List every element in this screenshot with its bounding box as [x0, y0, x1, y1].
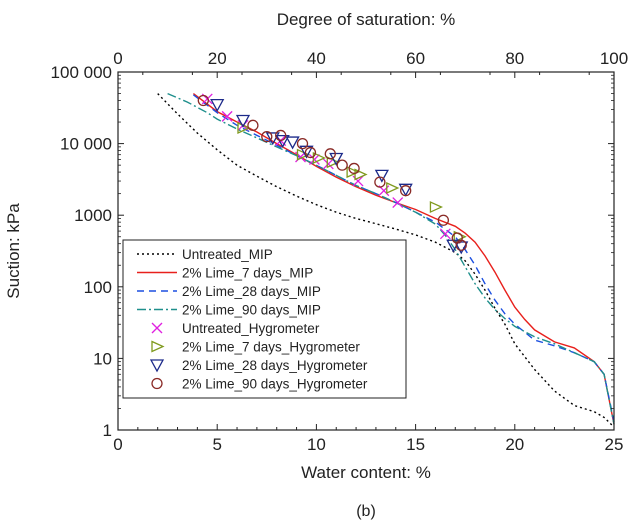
series-line [167, 92, 615, 425]
series-line [192, 93, 615, 425]
data-point [265, 132, 280, 146]
data-point [346, 166, 360, 179]
x-tick-label: 25 [605, 435, 624, 454]
data-point [221, 110, 233, 122]
data-point [437, 214, 450, 226]
data-point [398, 183, 413, 197]
legend-label: 2% Lime_28 days_Hygrometer [182, 358, 368, 373]
data-point [326, 156, 340, 169]
data-point [348, 162, 360, 175]
legend: Untreated_MIP 2% Lime_7 days_MIP 2% Lime_2… [122, 239, 407, 399]
series-line [157, 93, 615, 428]
data-point [197, 94, 209, 107]
series-line [192, 94, 615, 422]
data-point [336, 159, 348, 171]
data-point [354, 168, 368, 181]
x2-axis-title: Degree of saturation: % [277, 10, 456, 29]
series-2 [192, 93, 615, 425]
data-point [296, 137, 309, 150]
data-point [400, 185, 412, 197]
data-point [235, 114, 251, 128]
y-tick-label: 100 000 [51, 63, 112, 82]
series-7 [210, 98, 469, 255]
data-point [261, 131, 273, 143]
data-point [247, 119, 259, 131]
legend-box [122, 239, 407, 399]
data-point [374, 169, 389, 183]
legend-label: Untreated_MIP [182, 247, 273, 262]
legend-label: Untreated_Hygrometer [182, 321, 320, 336]
series-3 [192, 94, 615, 422]
legend-label: 2% Lime_7 days_Hygrometer [182, 340, 360, 355]
data-point [324, 148, 336, 160]
legend-swatch [149, 359, 165, 373]
data-point [308, 154, 320, 165]
series-group [157, 92, 615, 428]
legend-swatch [151, 377, 163, 390]
data-point [275, 129, 287, 142]
x-tick-label: 20 [505, 435, 524, 454]
data-point [386, 181, 400, 194]
data-point [304, 146, 317, 159]
x2-tick-label: 20 [208, 49, 227, 68]
y-tick-label: 1 [103, 421, 112, 440]
legend-swatch [151, 322, 163, 334]
data-point [374, 176, 386, 188]
x-tick-label: 0 [113, 435, 122, 454]
legend-label: 2% Lime_90 days_MIP [182, 303, 321, 318]
x2-tick-label: 80 [505, 49, 524, 68]
x-tick-label: 5 [212, 435, 221, 454]
data-point [455, 239, 467, 251]
axes-group: 0 5 10 15 20 25 0 20 40 60 80 100 1 10 100 1000 10 000 10… [51, 49, 629, 454]
x2-tick-label: 100 [600, 49, 628, 68]
y-tick-label: 1000 [74, 206, 112, 225]
y-tick-label: 10 [93, 349, 112, 368]
x2-tick-label: 60 [406, 49, 425, 68]
x2-tick-label: 40 [307, 49, 326, 68]
data-point [275, 134, 290, 148]
data-point [322, 158, 334, 170]
legend-swatch [151, 340, 165, 353]
data-point [329, 152, 344, 166]
data-point [439, 228, 451, 240]
plot-frame [117, 71, 615, 431]
data-point [312, 151, 326, 164]
legend-label: 2% Lime_90 days_Hygrometer [182, 377, 368, 392]
series-5 [201, 93, 451, 240]
legend-label: 2% Lime_7 days_MIP [182, 266, 313, 281]
legend-label: 2% Lime_28 days_MIP [182, 284, 321, 299]
series-4 [167, 92, 615, 425]
series-1 [157, 93, 615, 428]
chart-caption: (b) [356, 503, 376, 520]
y-tick-label: 100 [84, 278, 112, 297]
x-axis-title: Water content: % [301, 463, 431, 482]
data-point [210, 98, 225, 113]
data-point [429, 201, 444, 214]
y-axis-title: Suction: kPa [4, 203, 23, 299]
data-point [392, 197, 404, 209]
x2-tick-label: 0 [113, 49, 122, 68]
data-point [285, 136, 300, 150]
x-tick-label: 15 [406, 435, 425, 454]
y-tick-label: 10 000 [60, 135, 112, 154]
series-8 [197, 94, 467, 251]
x-tick-label: 10 [307, 435, 326, 454]
